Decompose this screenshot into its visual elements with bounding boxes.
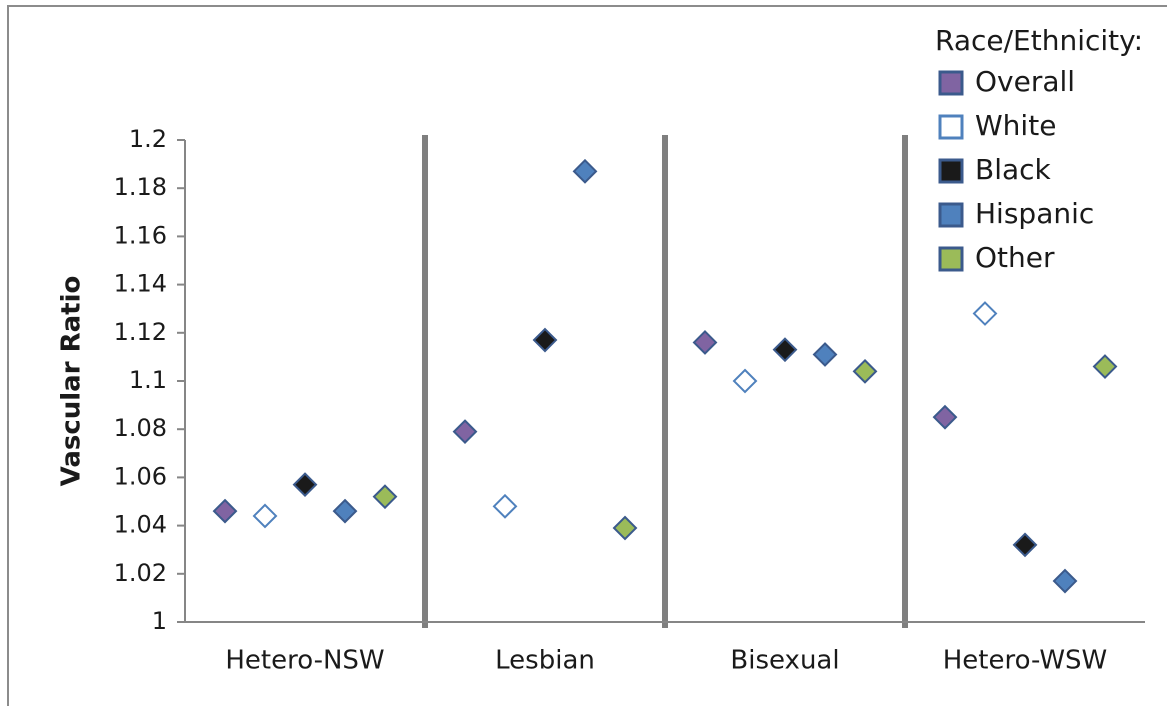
data-point [1092, 354, 1118, 379]
data-point [372, 484, 398, 510]
legend-label: Black [975, 153, 1052, 186]
legend-swatch [938, 158, 964, 184]
data-point [532, 327, 558, 353]
data-point [852, 358, 878, 384]
y-tick-label: 1.16 [114, 221, 167, 249]
legend-label: White [975, 109, 1056, 142]
legend-swatch [938, 70, 964, 96]
legend-swatch [938, 246, 964, 272]
legend-swatch [938, 202, 964, 228]
legend-swatch [938, 114, 964, 140]
y-tick-label: 1 [152, 607, 167, 635]
data-point [252, 503, 278, 529]
data-point [452, 419, 478, 445]
data-point [772, 337, 798, 363]
y-tick-label: 1.18 [114, 173, 167, 201]
legend-label: Other [975, 241, 1055, 274]
data-point [212, 498, 238, 524]
y-tick-label: 1.14 [114, 270, 167, 298]
data-point [1012, 532, 1038, 558]
data-point [812, 342, 838, 367]
x-tick-label: Bisexual [730, 646, 839, 676]
y-axis-label: Vascular Ratio [57, 276, 87, 487]
frame [7, 5, 1167, 706]
y-tick-label: 1.2 [129, 125, 167, 153]
y-tick-label: 1.02 [114, 559, 167, 587]
y-tick-label: 1.04 [114, 511, 167, 539]
legend-label: Hispanic [975, 197, 1094, 230]
y-tick-label: 1.1 [129, 366, 167, 394]
data-point [492, 493, 518, 519]
data-point [332, 498, 358, 524]
data-point [932, 404, 958, 430]
data-point [732, 368, 758, 394]
x-tick-label: Hetero-WSW [943, 646, 1108, 676]
data-point [972, 301, 998, 326]
legend-label: Overall [975, 65, 1075, 98]
x-tick-label: Lesbian [495, 646, 595, 676]
y-tick-label: 1.12 [114, 318, 167, 346]
data-point [572, 158, 598, 184]
data-point [1052, 568, 1078, 594]
y-tick-label: 1.06 [114, 462, 167, 490]
data-point [612, 515, 638, 541]
y-tick-label: 1.08 [114, 414, 167, 442]
data-point [292, 472, 318, 498]
legend-title: Race/Ethnicity: [935, 24, 1143, 57]
x-tick-label: Hetero-NSW [225, 646, 384, 676]
data-point [692, 330, 718, 355]
